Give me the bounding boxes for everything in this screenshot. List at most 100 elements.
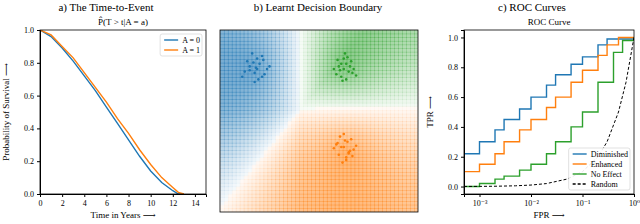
decision-cell bbox=[240, 66, 245, 70]
decision-cell bbox=[299, 154, 304, 158]
decision-cell bbox=[355, 30, 360, 34]
decision-cell bbox=[311, 41, 316, 45]
decision-cell bbox=[299, 59, 304, 63]
decision-cell bbox=[299, 168, 304, 172]
decision-cell bbox=[363, 194, 368, 198]
decision-cell bbox=[335, 139, 340, 143]
decision-cell bbox=[339, 74, 344, 78]
tick-label: 0.6 bbox=[24, 92, 34, 101]
decision-cell bbox=[240, 106, 245, 110]
decision-cell bbox=[220, 136, 225, 140]
decision-cell bbox=[363, 106, 368, 110]
decision-cell bbox=[363, 52, 368, 56]
decision-cell bbox=[323, 52, 328, 56]
decision-cell bbox=[347, 74, 352, 78]
decision-cell bbox=[347, 52, 352, 56]
decision-cell bbox=[283, 55, 288, 59]
decision-cell bbox=[260, 34, 265, 38]
decision-cell bbox=[327, 66, 332, 70]
decision-cell bbox=[244, 183, 249, 187]
decision-cell bbox=[271, 110, 276, 114]
decision-cell bbox=[220, 161, 225, 165]
decision-cell bbox=[351, 106, 356, 110]
decision-cell bbox=[236, 59, 241, 63]
decision-cell bbox=[240, 96, 245, 100]
decision-cell bbox=[295, 37, 300, 41]
decision-cell bbox=[319, 74, 324, 78]
decision-cell bbox=[311, 187, 316, 191]
decision-cell bbox=[299, 106, 304, 110]
decision-cell bbox=[311, 161, 316, 165]
decision-cell bbox=[367, 99, 372, 103]
decision-cell bbox=[295, 92, 300, 96]
decision-cell bbox=[260, 125, 265, 129]
decision-cell bbox=[271, 85, 276, 89]
decision-cell bbox=[260, 128, 265, 132]
decision-cell bbox=[307, 30, 312, 34]
decision-cell bbox=[252, 41, 257, 45]
decision-cell bbox=[252, 146, 257, 150]
decision-cell bbox=[244, 99, 249, 103]
decision-cell bbox=[331, 146, 336, 150]
decision-cell bbox=[299, 194, 304, 198]
decision-cell bbox=[311, 30, 316, 34]
decision-cell bbox=[224, 66, 229, 70]
decision-cell bbox=[248, 77, 253, 81]
decision-cell bbox=[264, 139, 269, 143]
decision-cell bbox=[248, 143, 253, 147]
decision-cell bbox=[260, 146, 265, 150]
decision-cell bbox=[303, 63, 308, 67]
decision-cell bbox=[351, 125, 356, 129]
decision-cell bbox=[260, 139, 265, 143]
decision-cell bbox=[291, 117, 296, 121]
decision-cell bbox=[240, 63, 245, 67]
decision-cell bbox=[240, 34, 245, 38]
decision-cell bbox=[287, 45, 292, 49]
decision-cell bbox=[327, 146, 332, 150]
decision-cell bbox=[283, 30, 288, 34]
decision-cell bbox=[343, 85, 348, 89]
decision-cell bbox=[268, 45, 273, 49]
decision-cell bbox=[264, 165, 269, 169]
decision-cell bbox=[327, 176, 332, 180]
decision-cell bbox=[295, 201, 300, 205]
decision-cell bbox=[327, 77, 332, 81]
decision-cell bbox=[264, 37, 269, 41]
decision-cell bbox=[303, 106, 308, 110]
decision-cell bbox=[260, 121, 265, 125]
decision-cell bbox=[248, 74, 253, 78]
decision-cell bbox=[275, 37, 280, 41]
decision-cell bbox=[283, 117, 288, 121]
tick-label: 0.8 bbox=[24, 59, 34, 68]
decision-cell bbox=[248, 34, 253, 38]
decision-cell bbox=[319, 172, 324, 176]
decision-cell bbox=[287, 132, 292, 136]
decision-cell bbox=[260, 99, 265, 103]
decision-cell bbox=[291, 96, 296, 100]
decision-cell bbox=[370, 103, 375, 107]
decision-cell bbox=[299, 161, 304, 165]
decision-cell bbox=[228, 143, 233, 147]
decision-cell bbox=[299, 37, 304, 41]
decision-cell bbox=[291, 30, 296, 34]
decision-cell bbox=[319, 194, 324, 198]
decision-cell bbox=[363, 110, 368, 114]
decision-cell bbox=[275, 157, 280, 161]
decision-cell bbox=[307, 205, 312, 209]
decision-cell bbox=[303, 41, 308, 45]
decision-cell bbox=[307, 96, 312, 100]
decision-cell bbox=[363, 176, 368, 180]
decision-cell bbox=[287, 194, 292, 198]
decision-cell bbox=[299, 66, 304, 70]
decision-cell bbox=[299, 103, 304, 107]
decision-cell bbox=[220, 92, 225, 96]
decision-cell bbox=[367, 150, 372, 154]
decision-cell bbox=[359, 81, 364, 85]
decision-cell bbox=[367, 96, 372, 100]
decision-cell bbox=[323, 114, 328, 118]
decision-cell bbox=[363, 114, 368, 118]
decision-cell bbox=[228, 150, 233, 154]
decision-cell bbox=[283, 143, 288, 147]
decision-cell bbox=[367, 176, 372, 180]
decision-cell bbox=[359, 132, 364, 136]
